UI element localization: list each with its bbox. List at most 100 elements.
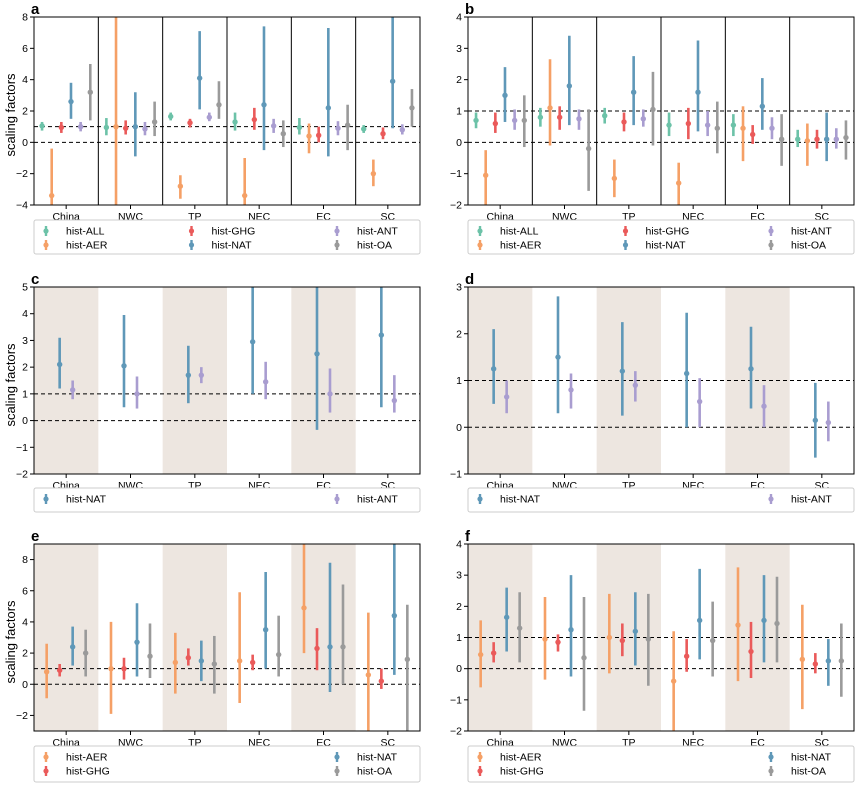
shaded-band	[291, 287, 356, 474]
point-hist-ANT	[568, 387, 574, 393]
legend-item: hist-NAT	[334, 752, 398, 764]
point-hist-AER	[172, 659, 179, 666]
legend-item: hist-ALL	[477, 226, 539, 238]
point-hist-NAT	[683, 370, 690, 377]
point-hist-AER	[365, 672, 372, 678]
point-hist-ANT	[262, 379, 269, 385]
point-hist-NAT	[68, 98, 74, 105]
point-hist-GHG	[621, 119, 627, 125]
point-hist-NAT	[632, 628, 639, 634]
point-hist-OA	[275, 651, 282, 658]
legend-label: hist-NAT	[66, 494, 107, 506]
y-tick-label: 2	[22, 648, 28, 660]
point-hist-AER	[241, 192, 248, 199]
point-hist-ALL	[602, 113, 608, 119]
legend-label: hist-NAT	[646, 240, 687, 252]
point-hist-AER	[477, 651, 484, 658]
point-hist-NAT	[696, 617, 703, 624]
legend: hist-AER hist-GHG hist-NAT hist-OA	[33, 745, 421, 783]
point-hist-NAT	[503, 614, 510, 620]
y-axis-label: scaling factors	[3, 73, 18, 157]
point-hist-OA	[516, 625, 523, 631]
point-hist-NAT	[196, 75, 203, 81]
point-hist-OA	[87, 89, 93, 95]
point-hist-GHG	[121, 665, 127, 672]
point-hist-NAT	[121, 363, 127, 369]
legend-item: hist-ANT	[334, 494, 398, 506]
legend-marker-point	[768, 768, 774, 774]
legend-marker-point	[43, 228, 49, 234]
y-tick-label: 0	[456, 663, 462, 675]
legend-marker-point	[622, 228, 629, 234]
legend-label: hist-NAT	[212, 240, 253, 252]
legend-marker-point	[188, 228, 195, 234]
point-hist-GHG	[749, 131, 756, 138]
point-hist-NAT	[566, 83, 573, 89]
y-tick-label: 4	[22, 616, 28, 628]
legend-label: hist-ALL	[500, 226, 539, 238]
point-hist-GHG	[314, 645, 320, 652]
y-axis-label: scaling factors	[3, 343, 18, 427]
y-tick-label: 3	[456, 570, 462, 582]
panel-letter: a	[31, 1, 40, 18]
legend-label: hist-OA	[357, 766, 392, 778]
point-hist-ALL	[361, 126, 367, 132]
y-tick-label: −2	[16, 710, 28, 722]
point-hist-OA	[147, 653, 153, 659]
panel-letter: b	[465, 1, 474, 18]
point-hist-GHG	[492, 120, 499, 127]
legend-item: hist-AER	[477, 752, 542, 764]
legend-marker-point	[477, 228, 483, 234]
legend-label: hist-GHG	[66, 766, 110, 778]
point-hist-OA	[151, 119, 158, 125]
point-hist-ANT	[503, 394, 510, 400]
point-hist-ANT	[640, 116, 647, 122]
y-tick-label: 1	[456, 106, 462, 118]
point-hist-GHG	[812, 661, 819, 667]
point-hist-NAT	[619, 368, 626, 374]
point-hist-ANT	[825, 419, 832, 426]
y-axis-label: scaling factors	[3, 600, 18, 684]
point-hist-ALL	[296, 124, 303, 131]
point-hist-NAT	[695, 89, 701, 95]
point-hist-OA	[843, 134, 849, 141]
point-hist-OA	[645, 636, 652, 642]
point-hist-NAT	[389, 78, 396, 84]
point-hist-NAT	[327, 644, 333, 650]
point-hist-AER	[113, 123, 119, 130]
point-hist-GHG	[378, 678, 385, 684]
y-tick-label: 2	[456, 328, 462, 340]
legend-item: hist-GHG	[43, 766, 110, 778]
legend-label: hist-AER	[66, 752, 108, 764]
legend-label: hist-OA	[791, 240, 826, 252]
panel-letter: e	[31, 528, 39, 545]
legend-marker-point	[334, 754, 340, 760]
point-hist-ANT	[134, 391, 140, 397]
legend-label: hist-AER	[500, 752, 542, 764]
legend-marker-point	[43, 496, 49, 502]
y-tick-label: 3	[456, 43, 462, 55]
panel-letter: f	[465, 528, 471, 545]
legend-label: hist-OA	[357, 240, 392, 252]
point-hist-GHG	[748, 648, 754, 655]
legend-label: hist-NAT	[357, 752, 398, 764]
point-hist-GHG	[685, 120, 692, 127]
y-tick-label: −1	[16, 442, 28, 454]
y-tick-label: 0	[456, 137, 462, 149]
point-hist-AER	[177, 183, 184, 189]
legend-label: hist-GHG	[212, 226, 256, 238]
legend-item: hist-AER	[43, 752, 108, 764]
point-hist-NAT	[490, 366, 497, 372]
y-tick-label: 8	[22, 12, 28, 24]
point-hist-GHG	[315, 132, 322, 138]
point-hist-AER	[670, 678, 677, 684]
legend-label: hist-ANT	[791, 226, 832, 238]
legend-marker-point	[768, 228, 774, 234]
y-tick-label: 0	[22, 679, 28, 691]
point-hist-GHG	[251, 116, 258, 123]
